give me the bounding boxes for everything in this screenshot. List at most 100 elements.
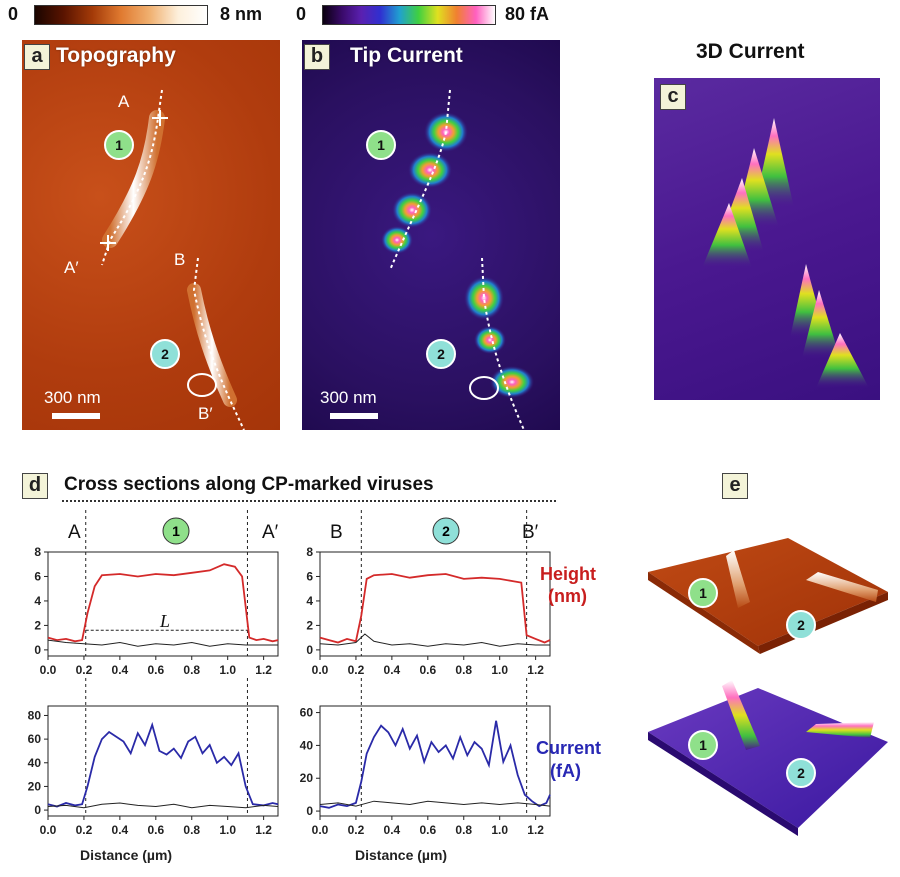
y-tick-label: 6 <box>34 569 41 583</box>
current-profile-line <box>47 721 279 808</box>
y-tick-label: 60 <box>28 732 42 746</box>
y-tick-label: 8 <box>306 545 313 559</box>
y-tick-label: 0 <box>34 643 41 657</box>
y-tick-label: 40 <box>300 738 314 752</box>
x-tick-label: 0.6 <box>147 663 164 677</box>
panel-b-title: Tip Current <box>350 44 463 67</box>
current-plot-1: 0 20 40 60 80 0.0 0.2 0.4 0.6 0.8 1.0 1.2 <box>28 678 279 837</box>
baseline-line <box>47 639 278 647</box>
scalebar-b <box>330 413 378 419</box>
x-tick-label: 0.2 <box>348 663 365 677</box>
height-plot-2: 0 2 4 6 8 0.0 0.2 0.4 0.6 0.8 1.0 1.2 <box>306 510 551 677</box>
y-tick-label: 60 <box>300 706 314 720</box>
y-tick-label: 0 <box>306 643 313 657</box>
current-label: Current <box>536 738 601 758</box>
badge-1-topography: 1 <box>104 130 134 160</box>
y-tick-label: 20 <box>300 771 314 785</box>
x-tick-label: 0.0 <box>312 663 329 677</box>
y-tick-label: 2 <box>34 618 41 632</box>
x-tick-label: 1.0 <box>491 663 508 677</box>
y-tick-label: 4 <box>306 594 313 608</box>
scale-label-b: 300 nm <box>320 388 377 407</box>
current-surface <box>648 688 888 828</box>
panel-b-letter: b <box>304 44 330 70</box>
topography-image <box>22 40 280 430</box>
badge-2-topo-3d: 2 <box>786 610 816 640</box>
x-tick-label: 1.0 <box>491 823 508 837</box>
marker-A-prime: A′ <box>64 258 79 277</box>
y-tick-label: 0 <box>306 804 313 818</box>
x-tick-label: 0.6 <box>419 823 436 837</box>
section-2-end: B′ <box>522 522 539 543</box>
plot-frame <box>319 551 551 657</box>
current-colorbar-min: 0 <box>296 4 307 24</box>
x-tick-label: 0.0 <box>312 823 329 837</box>
y-tick-label: 2 <box>306 618 313 632</box>
baseline-line <box>47 802 279 809</box>
cross-section-plots: A A′ B B′ 1 2 0 2 4 6 8 0.0 0.2 0.4 0.6 0.8 1.0 1.2… <box>28 510 601 863</box>
x-tick-label: 0.6 <box>419 663 436 677</box>
x-tick-label: 1.0 <box>219 663 236 677</box>
x-tick-label: 0.4 <box>384 663 401 677</box>
x-tick-label: 0.6 <box>147 823 164 837</box>
x-tick-label: 0.4 <box>112 823 129 837</box>
x-tick-label: 1.2 <box>527 823 544 837</box>
x-tick-label: 0.4 <box>384 823 401 837</box>
scale-label-a: 300 nm <box>44 388 101 407</box>
panel-d-letter: d <box>22 473 48 499</box>
marker-B: B <box>174 250 186 269</box>
x-tick-label: 0.8 <box>183 823 200 837</box>
panel-e-letter: e <box>722 473 748 499</box>
y-tick-label: 6 <box>306 569 313 583</box>
scalebar-a <box>52 413 100 419</box>
plot-frame <box>319 705 551 817</box>
panel-c-title: 3D Current <box>696 40 805 63</box>
badge-2-topography: 2 <box>150 339 180 369</box>
plot-frame <box>47 551 279 657</box>
badge-1-current-3d: 1 <box>688 730 718 760</box>
y-tick-label: 0 <box>34 803 41 817</box>
badge-1-topo-3d: 1 <box>688 578 718 608</box>
x-tick-label: 0.0 <box>40 823 57 837</box>
section-1-start: A <box>68 522 81 543</box>
badge-2-current: 2 <box>426 339 456 369</box>
x-tick-label: 0.8 <box>455 663 472 677</box>
y-tick-label: 20 <box>28 779 42 793</box>
height-plot-1: 0 2 4 6 8 0.0 0.2 0.4 0.6 0.8 1.0 1.2 <box>34 510 279 677</box>
baseline-line <box>319 633 550 647</box>
x-tick-label: 0.8 <box>183 663 200 677</box>
x-tick-label: 0.4 <box>112 663 129 677</box>
3d-current-image <box>654 78 880 400</box>
badge-1-current: 1 <box>366 130 396 160</box>
y-tick-label: 4 <box>34 594 41 608</box>
x-tick-label: 0.2 <box>76 663 93 677</box>
current-profile-line <box>319 720 551 809</box>
3d-surfaces <box>648 538 888 836</box>
height-profile-line <box>47 563 279 643</box>
section-1-badge: 1 <box>172 523 180 539</box>
y-tick-label: 80 <box>28 708 42 722</box>
marker-A: A <box>118 92 130 111</box>
current-colorbar <box>322 5 496 25</box>
badge-2-current-3d: 2 <box>786 758 816 788</box>
height-colorbar-min: 0 <box>8 4 19 24</box>
x-tick-label: 0.0 <box>40 663 57 677</box>
panel-d-title: Cross sections along CP-marked viruses <box>64 474 434 495</box>
height-label: Height <box>540 564 596 584</box>
x-tick-label: 0.2 <box>348 823 365 837</box>
xlabel-2: Distance (µm) <box>355 847 447 863</box>
y-tick-label: 40 <box>28 756 42 770</box>
virus-2-topography <box>187 283 237 407</box>
height-unit: (nm) <box>548 586 587 606</box>
topography-surface <box>648 538 888 646</box>
x-tick-label: 1.2 <box>255 663 272 677</box>
y-tick-label: 8 <box>34 545 41 559</box>
section-1-end: A′ <box>262 522 279 543</box>
section-2-badge-circle <box>432 517 460 545</box>
plot-frame <box>47 705 279 817</box>
height-profile-line <box>319 573 551 644</box>
section-1-badge-circle <box>162 517 190 545</box>
height-colorbar <box>34 5 208 25</box>
title-underline <box>62 500 556 502</box>
x-tick-label: 0.2 <box>76 823 93 837</box>
